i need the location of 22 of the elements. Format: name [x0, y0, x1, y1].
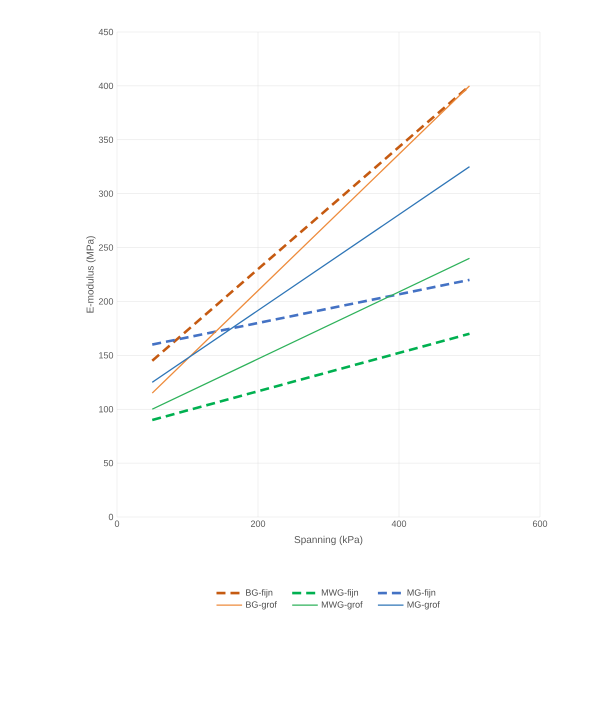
legend-label: BG-grof [246, 601, 277, 610]
y-tick-label: 450 [98, 28, 114, 36]
legend-label: MG-grof [408, 601, 440, 610]
y-tick-label: 0 [108, 514, 114, 520]
y-tick-label: 150 [99, 352, 114, 359]
y-axis-title: E-modulus (MPa) [86, 236, 96, 313]
y-tick-label: 350 [98, 136, 114, 143]
legend-label: BG-fijn [246, 589, 272, 598]
legend-label: MWG-fijn [322, 589, 358, 598]
y-tick-label: 100 [99, 406, 114, 412]
y-tick-label: 200 [98, 298, 114, 305]
legend-label: MG-fijn [408, 589, 436, 598]
x-tick-label: 200 [250, 520, 266, 527]
x-tick-label: 0 [114, 520, 120, 527]
y-tick-label: 300 [98, 190, 114, 197]
x-tick-label: 400 [392, 520, 406, 527]
y-tick-label: 400 [98, 82, 114, 90]
x-axis-title: Spanning (kPa) [294, 536, 362, 546]
x-tick-label: 600 [532, 520, 548, 527]
y-tick-label: 250 [98, 244, 114, 251]
legend-label: MWG-grof [322, 601, 363, 610]
y-tick-label: 50 [104, 460, 114, 466]
